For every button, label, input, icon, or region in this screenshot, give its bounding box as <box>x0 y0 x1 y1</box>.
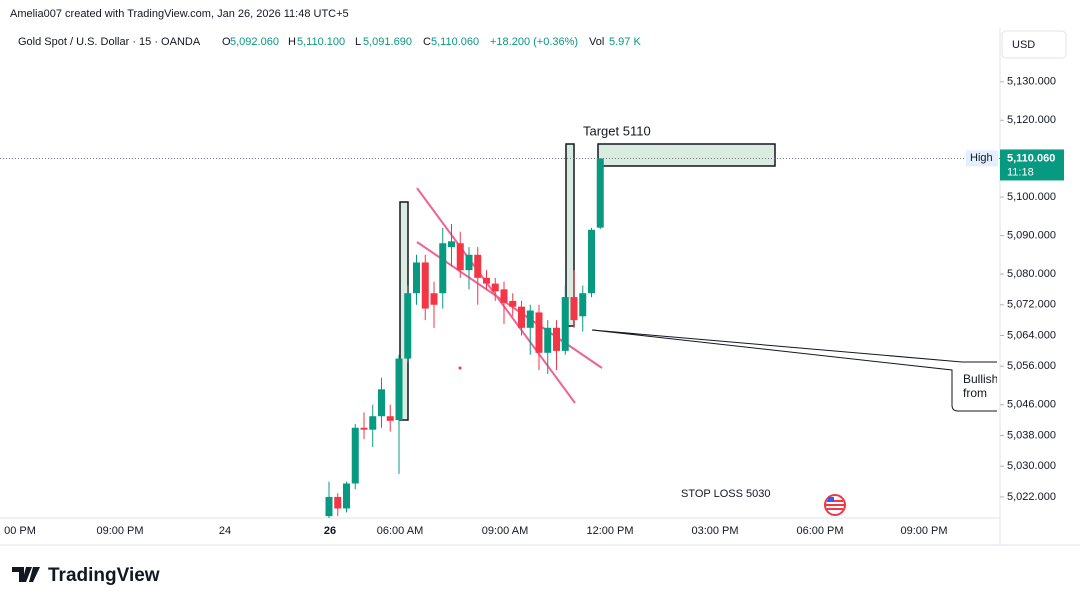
candle-body <box>378 389 385 417</box>
logo-text: TradingView <box>48 565 160 586</box>
y-tick-label: 5,038.000 <box>1007 429 1056 441</box>
y-tick-label: 5,130.000 <box>1007 76 1056 88</box>
y-tick-label: 5,090.000 <box>1007 229 1056 241</box>
legend-key: Vol <box>589 36 604 48</box>
candle-body <box>474 254 482 278</box>
range-box <box>565 143 575 327</box>
candle-body <box>439 243 447 294</box>
last-price-box <box>1000 149 1064 181</box>
candle-body <box>483 277 490 284</box>
target-box <box>597 143 776 167</box>
y-tick-label: 5,100.000 <box>1007 191 1056 203</box>
x-tick-label: 26 <box>324 525 336 537</box>
last-price-value: 5,110.060 <box>1007 152 1055 164</box>
callout <box>591 329 997 412</box>
currency-button[interactable] <box>1001 30 1067 59</box>
y-tick-label: 5,056.000 <box>1007 360 1056 372</box>
legend-value: 5,092.060 <box>230 36 279 48</box>
candle-body <box>448 241 455 248</box>
candle-body <box>325 496 333 517</box>
x-tick-label: 03:00 PM <box>691 525 738 537</box>
candle-body <box>588 229 595 294</box>
x-tick-label: 00 PM <box>4 525 36 537</box>
x-tick-label: 06:00 PM <box>796 525 843 537</box>
marker-dot <box>458 366 462 370</box>
candle-body <box>500 289 508 303</box>
candle-body <box>343 483 350 509</box>
candle-body <box>395 358 403 421</box>
plot: Bullish from Target 5110 STOP LOSS 5030 <box>325 123 998 518</box>
candle-body <box>404 293 412 359</box>
y-tick-label: 5,080.000 <box>1007 268 1056 280</box>
candle-body <box>386 416 394 421</box>
candle-body <box>456 243 464 271</box>
x-tick-label: 09:00 PM <box>96 525 143 537</box>
candle-body <box>579 293 587 317</box>
legend-change: +18.200 (+0.36%) <box>490 36 578 48</box>
y-tick-label: 5,120.000 <box>1007 114 1056 126</box>
candle-body <box>430 293 438 305</box>
x-tick-label: 09:00 PM <box>900 525 947 537</box>
annotation: Target 5110 <box>583 123 651 138</box>
attribution: Amelia007 created with TradingView.com, … <box>10 8 349 20</box>
y-tick-label: 5,064.000 <box>1007 329 1056 341</box>
legend-value: 5,091.690 <box>363 36 412 48</box>
legend-value: 5,110.060 <box>431 36 479 48</box>
x-tick-label: 06:00 AM <box>377 525 423 537</box>
symbol: Gold Spot / U.S. Dollar · 15 · OANDA <box>18 36 201 48</box>
candle-body <box>413 262 420 294</box>
currency[interactable]: USD <box>1012 39 1035 51</box>
candle-body <box>526 310 534 328</box>
countdown: 11:18 <box>1007 166 1034 178</box>
legend-value: 5,110.100 <box>297 36 345 48</box>
candle-body <box>535 312 543 353</box>
callout-text: from <box>963 386 987 400</box>
candle-body <box>465 254 473 271</box>
candle-body <box>518 306 525 328</box>
legend-key: H <box>288 36 296 48</box>
legend-key: O <box>222 36 231 48</box>
annotation: STOP LOSS 5030 <box>681 488 770 500</box>
candle-body <box>421 262 429 309</box>
logo: TradingView <box>12 565 160 586</box>
high-label: High <box>970 152 993 164</box>
x-tick-label: 12:00 PM <box>586 525 633 537</box>
y-tick-label: 5,072.000 <box>1007 299 1056 311</box>
candle-body <box>351 427 359 484</box>
candle-body <box>570 297 578 321</box>
candle-body <box>334 496 342 509</box>
candle-body <box>596 158 604 228</box>
y-tick-label: 5,030.000 <box>1007 460 1056 472</box>
candle-body <box>553 327 560 351</box>
candle-body <box>491 283 499 292</box>
legend-value: 5.97 K <box>609 36 641 48</box>
callout-text: Bullish <box>963 372 998 386</box>
flag-icon <box>824 494 846 516</box>
y-tick-label: 5,046.000 <box>1007 399 1056 411</box>
candle-body <box>360 427 368 430</box>
legend-key: L <box>355 36 361 48</box>
candle-body <box>544 327 552 353</box>
candle-body <box>561 297 569 351</box>
high-label-box <box>966 150 998 167</box>
candle-body <box>369 416 377 430</box>
legend-key: C <box>423 36 431 48</box>
x-tick-label: 09:00 AM <box>482 525 528 537</box>
candle-body <box>509 300 517 307</box>
x-tick-label: 24 <box>219 525 231 537</box>
legend: Gold Spot / U.S. Dollar · 15 · OANDA O 5… <box>18 36 641 48</box>
y-tick-label: 5,022.000 <box>1007 491 1056 503</box>
